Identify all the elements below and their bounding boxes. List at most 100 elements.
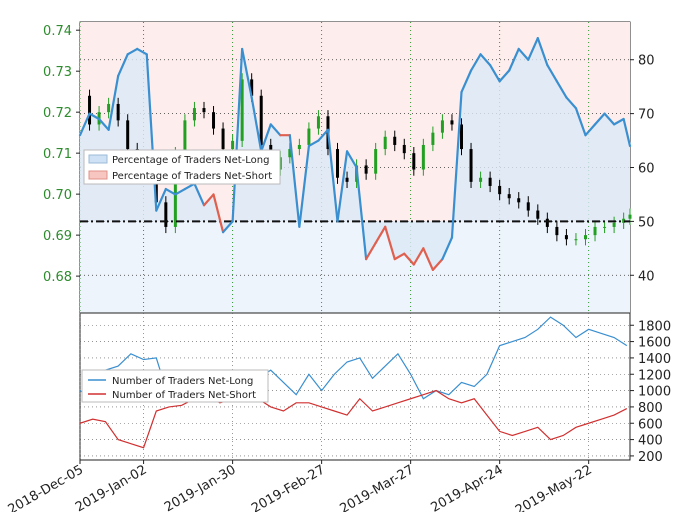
candle-body-9 xyxy=(164,202,168,227)
pct-segment-3 xyxy=(97,117,110,131)
candle-body-41 xyxy=(469,149,473,182)
pct-segment-38 xyxy=(431,258,444,271)
pct-segment-42 xyxy=(469,53,482,72)
candle-body-39 xyxy=(450,120,454,125)
pct-segment-55 xyxy=(593,112,606,126)
pct-segment-51 xyxy=(555,80,568,99)
candle-body-38 xyxy=(440,120,444,133)
pct-segment-18 xyxy=(241,47,253,99)
pct-tick-0: 80 xyxy=(638,54,655,69)
pct-segment-21 xyxy=(269,123,282,137)
count-tick-0: 1800 xyxy=(638,319,671,334)
count-series-1 xyxy=(79,389,628,449)
pct-segment-45 xyxy=(498,69,511,83)
candle-body-16 xyxy=(231,140,235,150)
pct-segment-40 xyxy=(450,90,463,239)
pct-segment-34 xyxy=(393,252,406,261)
pct-segment-20 xyxy=(260,123,272,153)
pct-segment-31 xyxy=(365,241,377,261)
candle-body-58 xyxy=(628,214,632,219)
candle-body-52 xyxy=(574,239,578,241)
candle-body-31 xyxy=(374,149,378,174)
candle-body-27 xyxy=(336,149,340,178)
top-panel: 0.740.730.720.710.700.690.68 8070605040 … xyxy=(43,21,655,314)
pct-segment-12 xyxy=(183,182,196,191)
pct-series-line xyxy=(78,37,632,271)
bottom-grid xyxy=(79,313,630,460)
candle-body-10 xyxy=(173,153,177,227)
date-tick-6: 2019-May-22 xyxy=(513,462,595,512)
date-tick-5: 2019-Apr-24 xyxy=(429,462,506,512)
price-tick-0: 0.74 xyxy=(43,24,72,39)
pct-segment-33 xyxy=(384,225,396,261)
pct-segment-1 xyxy=(78,112,91,137)
candle-body-3 xyxy=(107,103,111,113)
candle-body-28 xyxy=(345,177,349,182)
pct-segment-36 xyxy=(412,247,425,266)
candle-body-50 xyxy=(555,226,559,236)
pct-segment-44 xyxy=(489,64,501,83)
price-tick-6: 0.68 xyxy=(43,270,72,285)
candle-body-1 xyxy=(88,95,92,125)
legend-swatch-short xyxy=(88,170,108,180)
candle-body-35 xyxy=(412,153,416,170)
pct-segment-49 xyxy=(536,37,549,67)
count-tick-3: 1200 xyxy=(638,368,671,383)
pct-segment-24 xyxy=(298,144,311,228)
pct-segment-4 xyxy=(107,74,120,131)
count-tick-1: 1600 xyxy=(638,336,671,351)
candle-body-11 xyxy=(183,120,187,154)
candle-body-34 xyxy=(402,144,406,154)
count-tick-2: 1400 xyxy=(638,352,671,367)
candle-body-33 xyxy=(393,136,397,145)
pct-segment-29 xyxy=(345,150,358,169)
bottom-legend: Number of Traders Net-Long Number of Tra… xyxy=(81,369,269,403)
count-tick-4: 1000 xyxy=(638,385,671,400)
candle-body-12 xyxy=(192,108,196,121)
pct-segment-47 xyxy=(517,47,530,61)
price-tick-2: 0.72 xyxy=(43,106,72,121)
candle-body-54 xyxy=(593,226,597,236)
pct-segment-28 xyxy=(336,150,349,223)
candle-body-43 xyxy=(488,177,492,186)
pct-segment-56 xyxy=(603,112,616,126)
candle-body-32 xyxy=(383,136,387,150)
pct-segment-9 xyxy=(155,187,167,212)
date-tick-3: 2019-Feb-27 xyxy=(249,462,328,512)
pct-segment-54 xyxy=(584,123,597,137)
pct-segment-30 xyxy=(355,166,368,261)
candle-body-22 xyxy=(288,149,292,158)
legend-label-count-short: Number of Traders Net-Short xyxy=(112,390,256,401)
count-tick-7: 400 xyxy=(638,434,663,449)
candle-body-57 xyxy=(622,218,626,223)
date-tick-1: 2019-Jan-02 xyxy=(73,462,150,512)
count-tick-5: 800 xyxy=(638,401,663,416)
candle-body-19 xyxy=(259,95,263,145)
pct-segment-7 xyxy=(136,47,148,56)
pct-segment-35 xyxy=(403,252,415,266)
candle-body-4 xyxy=(116,103,120,121)
price-tick-1: 0.73 xyxy=(43,65,72,80)
price-tick-3: 0.71 xyxy=(43,147,72,162)
pct-segment-8 xyxy=(145,53,158,212)
price-tick-4: 0.70 xyxy=(43,188,72,203)
candle-body-5 xyxy=(126,120,130,150)
pct-segment-52 xyxy=(565,96,578,110)
candle-body-24 xyxy=(307,128,311,145)
pct-segment-10 xyxy=(164,187,177,196)
candle-body-47 xyxy=(526,202,530,211)
pct-segment-57 xyxy=(613,117,625,126)
pct-segment-26 xyxy=(317,128,330,142)
top-legend: Percentage of Traders Net-Long Percentag… xyxy=(83,149,281,185)
count-tick-6: 600 xyxy=(638,417,663,432)
pct-tick-4: 40 xyxy=(638,269,655,284)
pct-segment-58 xyxy=(622,117,632,148)
price-axis-ticks: 0.74 0.73 0.72 0.71 0.70 0.69 0.68 xyxy=(43,24,80,285)
date-tick-4: 2019-Mar-27 xyxy=(337,462,416,512)
count-tick-8: 200 xyxy=(638,450,663,465)
candle-body-30 xyxy=(364,165,368,174)
candle-body-55 xyxy=(603,226,607,228)
pct-tick-3: 50 xyxy=(638,215,655,230)
